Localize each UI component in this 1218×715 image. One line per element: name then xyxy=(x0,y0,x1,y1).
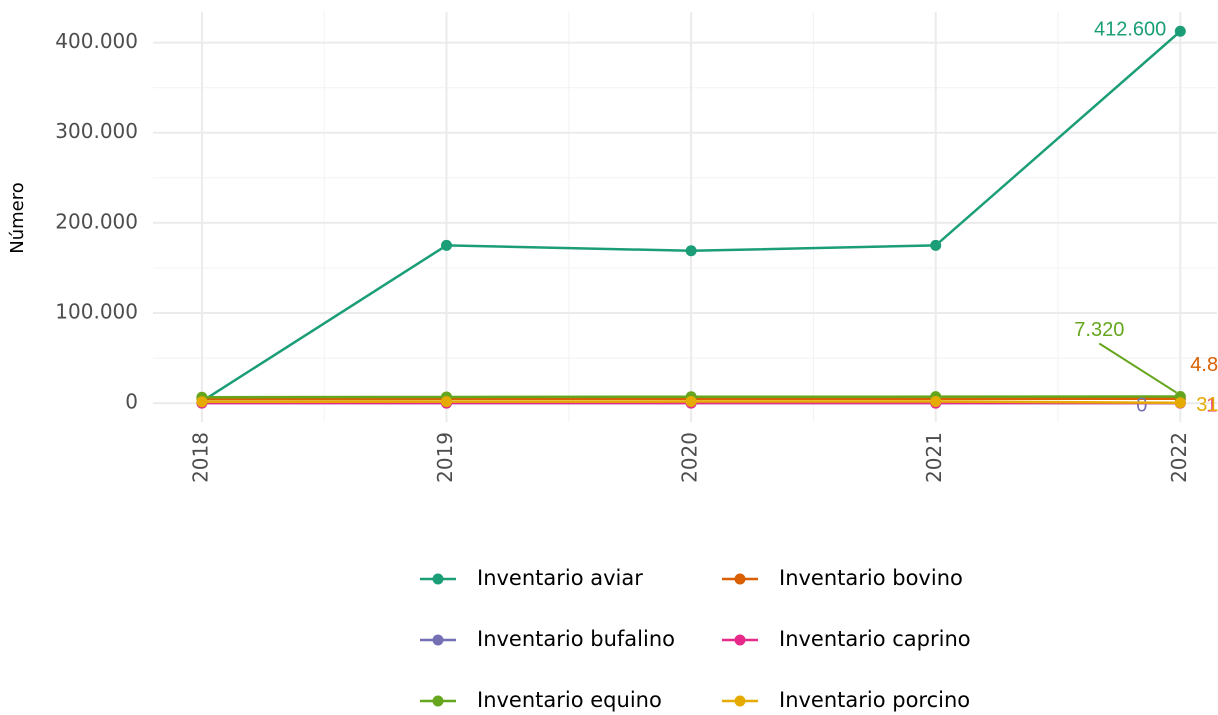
data-point xyxy=(685,396,697,408)
y-tick-label: 200.000 xyxy=(55,209,138,233)
legend-label: Inventario porcino xyxy=(779,688,970,712)
legend-marker xyxy=(432,695,444,707)
legend-label: Inventario aviar xyxy=(477,566,643,590)
y-tick-label: 300.000 xyxy=(55,119,138,143)
legend-marker xyxy=(734,573,746,585)
legend-marker xyxy=(734,634,746,646)
x-tick-label: 2021 xyxy=(922,432,946,483)
legend-marker xyxy=(734,695,746,707)
data-point xyxy=(441,239,453,251)
data-point xyxy=(1174,25,1186,37)
legend-label: Inventario equino xyxy=(477,688,662,712)
data-point xyxy=(930,239,942,251)
data-point xyxy=(1174,397,1186,409)
data-point xyxy=(685,245,697,257)
data-point xyxy=(196,396,208,408)
data-label: 7.320 xyxy=(1074,319,1124,341)
x-tick-label: 2020 xyxy=(678,432,702,483)
data-label: 4.845 xyxy=(1190,354,1218,376)
legend-label: Inventario caprino xyxy=(779,627,971,651)
y-tick-label: 0 xyxy=(125,390,138,414)
y-axis-title: Número xyxy=(7,182,28,254)
label-leader xyxy=(1098,342,1177,394)
x-tick-label: 2022 xyxy=(1167,432,1191,483)
legend-label: Inventario bufalino xyxy=(477,627,675,651)
data-point xyxy=(930,395,942,407)
y-tick-label: 400.000 xyxy=(55,29,138,53)
data-label: 18 xyxy=(1206,394,1218,416)
data-label: 318 xyxy=(1196,394,1218,416)
data-point xyxy=(441,396,453,408)
x-tick-label: 2018 xyxy=(188,432,212,483)
data-label: 412.600 xyxy=(1094,19,1166,41)
legend-label: Inventario bovino xyxy=(779,566,963,590)
y-tick-label: 100.000 xyxy=(55,299,138,323)
data-label: 0 xyxy=(1136,394,1147,416)
legend-marker xyxy=(432,573,444,585)
x-tick-label: 2019 xyxy=(433,432,457,483)
legend-marker xyxy=(432,634,444,646)
